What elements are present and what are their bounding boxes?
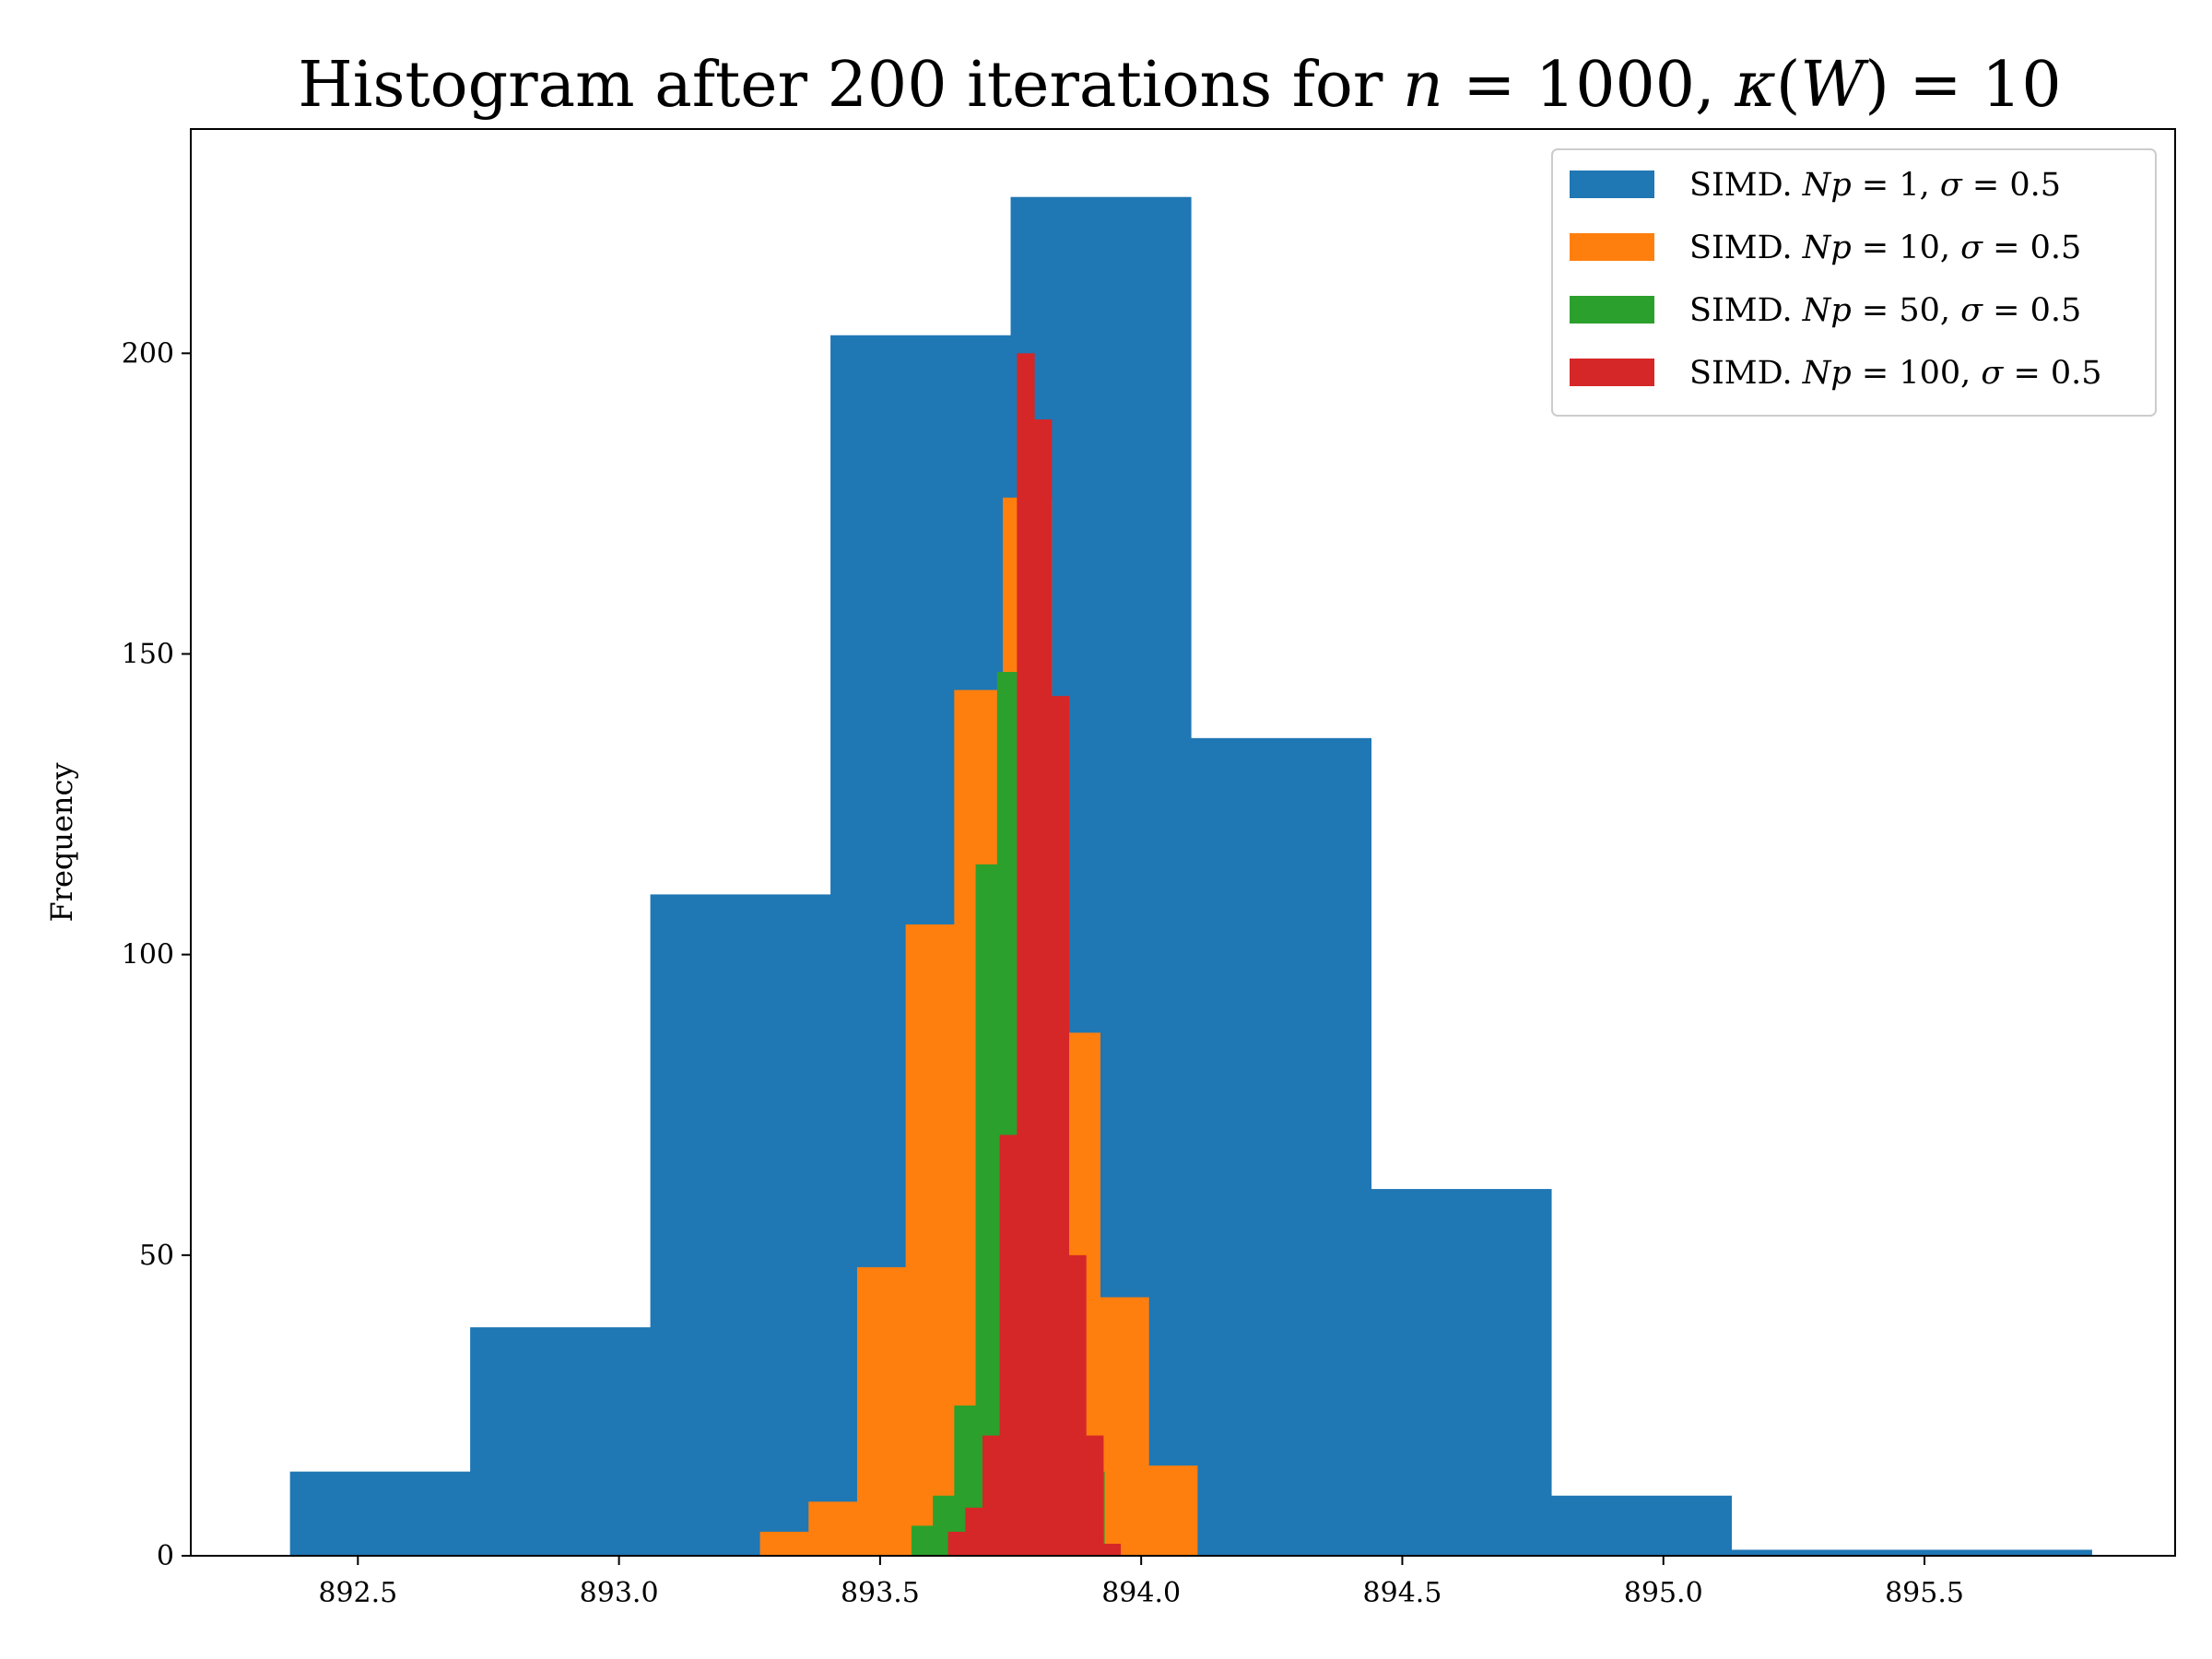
series-3-bar: [975, 864, 998, 1556]
legend-swatch: [1570, 233, 1654, 261]
series-2-bar: [905, 924, 955, 1556]
x-tick-label: 895.5: [1885, 1577, 1964, 1609]
series-2-bar: [808, 1501, 858, 1556]
series-1-bar: [1731, 1549, 1912, 1556]
series-1-bar: [289, 1471, 471, 1556]
series-1-bar: [1550, 1495, 1733, 1556]
series-4-bar: [982, 1435, 1001, 1556]
x-axis-ticks: 892.5 893.0 893.5 894.0 894.5 895.0 895.5: [318, 1556, 1964, 1609]
legend-entry: SIMD. Np = 100, σ = 0.5: [1570, 355, 2102, 392]
x-tick-label: 895.0: [1624, 1577, 1703, 1609]
series-4-bar: [1051, 696, 1070, 1556]
series-1-bar: [650, 894, 831, 1556]
series-1-bar: [1191, 737, 1372, 1556]
x-tick-label: 892.5: [318, 1577, 397, 1609]
series-4-bar: [999, 1135, 1018, 1556]
series-4-bar: [965, 1507, 983, 1556]
series-2-bar: [1148, 1465, 1198, 1556]
series-4-bar: [1068, 1254, 1087, 1556]
series-4-bar: [1017, 353, 1035, 1556]
chart-legend: SIMD. Np = 1, σ = 0.5 SIMD. Np = 10, σ = …: [1551, 148, 2157, 417]
legend-entry: SIMD. Np = 10, σ = 0.5: [1570, 229, 2081, 266]
legend-label: SIMD. Np = 100, σ = 0.5: [1689, 355, 2102, 392]
x-tick-label: 894.5: [1363, 1577, 1442, 1609]
chart-title: Histogram after 200 iterations for n = 1…: [298, 49, 2061, 122]
series-1-bar: [470, 1327, 652, 1556]
y-tick-label: 100: [122, 939, 174, 971]
plot-area-frame: [190, 128, 2176, 1557]
y-axis-label: Frequency: [44, 762, 79, 922]
y-tick-label: 0: [157, 1540, 174, 1572]
legend-swatch: [1570, 171, 1654, 198]
series-4-bars: [947, 353, 1122, 1557]
y-tick-label: 150: [122, 638, 174, 670]
series-2-bar: [1100, 1297, 1149, 1556]
series-1-bar: [1371, 1189, 1552, 1556]
series-2-bar: [759, 1531, 809, 1556]
legend-entry: SIMD. Np = 1, σ = 0.5: [1570, 167, 2061, 204]
series-2-bar: [856, 1266, 907, 1556]
series-4-bar: [1102, 1543, 1122, 1556]
series-3-bar: [911, 1525, 934, 1556]
legend-swatch: [1570, 296, 1654, 324]
legend-swatch: [1570, 359, 1654, 386]
y-tick-label: 50: [139, 1240, 174, 1272]
legend-label: SIMD. Np = 10, σ = 0.5: [1689, 229, 2081, 266]
series-4-bar: [1034, 419, 1053, 1557]
x-tick-label: 893.0: [580, 1577, 659, 1609]
series-4-bar: [947, 1531, 966, 1556]
legend-label: SIMD. Np = 50, σ = 0.5: [1689, 292, 2081, 329]
series-1-bar: [1911, 1549, 2092, 1556]
x-tick-label: 894.0: [1101, 1577, 1181, 1609]
legend-frame: [1551, 148, 2157, 417]
legend-label: SIMD. Np = 1, σ = 0.5: [1689, 167, 2061, 204]
y-tick-label: 200: [122, 337, 174, 370]
histogram-bars: [289, 196, 2092, 1557]
series-4-bar: [1086, 1435, 1104, 1556]
x-tick-label: 893.5: [841, 1577, 920, 1609]
legend-entry: SIMD. Np = 50, σ = 0.5: [1570, 292, 2081, 329]
y-axis-ticks: 0 50 100 150 200: [122, 337, 191, 1572]
